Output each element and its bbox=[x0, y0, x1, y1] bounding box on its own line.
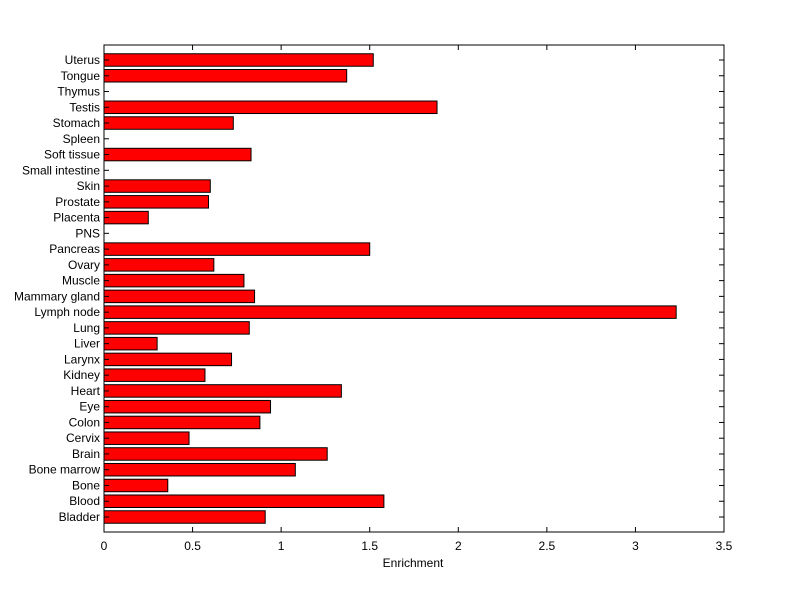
y-tick-label-bone: Bone bbox=[72, 478, 100, 492]
y-tick-label-eye: Eye bbox=[79, 400, 100, 414]
y-tick-label-pns: PNS bbox=[75, 226, 100, 240]
bar-mammary-gland bbox=[103, 289, 256, 304]
y-tick-label-larynx: Larynx bbox=[64, 352, 100, 366]
bar-stomach bbox=[103, 116, 234, 130]
y-tick-label-placenta: Placenta bbox=[53, 211, 100, 225]
y-tick-label-small-intestine: Small intestine bbox=[22, 163, 100, 177]
x-tick-label: 2.5 bbox=[539, 539, 556, 553]
y-tick-label-cervix: Cervix bbox=[66, 431, 100, 445]
y-tick-label-brain: Brain bbox=[72, 447, 100, 461]
x-tick-label: 3 bbox=[632, 539, 639, 553]
y-tick-label-ovary: Ovary bbox=[68, 258, 100, 272]
bar-liver bbox=[103, 336, 158, 351]
x-tick-label: 1.5 bbox=[361, 539, 378, 553]
y-tick-label-stomach: Stomach bbox=[53, 116, 100, 130]
y-tick-label-testis: Testis bbox=[69, 100, 100, 114]
bar-pancreas bbox=[103, 242, 371, 256]
bar-cervix bbox=[103, 431, 190, 445]
y-tick-label-liver: Liver bbox=[74, 337, 100, 351]
y-tick-label-heart: Heart bbox=[71, 384, 101, 398]
x-tick-label: 1 bbox=[278, 539, 285, 553]
y-tick-label-colon: Colon bbox=[69, 415, 100, 429]
x-tick-label: 0.5 bbox=[184, 539, 201, 553]
y-tick-label-soft-tissue: Soft tissue bbox=[44, 148, 100, 162]
bar-bladder bbox=[103, 510, 266, 524]
y-tick-label-skin: Skin bbox=[77, 179, 100, 193]
bar-bone-marrow bbox=[103, 462, 296, 477]
y-tick-label-muscle: Muscle bbox=[62, 274, 100, 288]
bar-skin bbox=[103, 179, 211, 193]
bar-uterus bbox=[103, 53, 374, 67]
bar-brain bbox=[103, 447, 328, 461]
bar-kidney bbox=[103, 368, 206, 382]
bar-colon bbox=[103, 415, 261, 430]
y-tick-label-spleen: Spleen bbox=[63, 132, 100, 146]
y-tick-label-thymus: Thymus bbox=[57, 85, 100, 99]
y-tick-label-mammary-gland: Mammary gland bbox=[14, 289, 100, 303]
bar-bone bbox=[103, 478, 169, 493]
x-ticks-group: 0 0.5 1 1.5 2 2.5 3 3.5 bbox=[101, 45, 733, 553]
bar-heart bbox=[103, 384, 342, 398]
y-tick-label-bladder: Bladder bbox=[59, 510, 100, 524]
bar-ovary bbox=[103, 258, 215, 272]
bar-soft-tissue bbox=[103, 147, 252, 162]
y-tick-label-lung: Lung bbox=[73, 321, 100, 335]
bar-muscle bbox=[103, 273, 245, 288]
bar-placenta bbox=[103, 210, 149, 225]
y-tick-label-bone-marrow: Bone marrow bbox=[29, 463, 101, 477]
x-tick-label: 2 bbox=[455, 539, 462, 553]
y-tick-label-prostate: Prostate bbox=[55, 195, 100, 209]
bar-tongue bbox=[103, 69, 348, 83]
bar-blood bbox=[103, 494, 385, 508]
plot-frame bbox=[103, 44, 725, 533]
bar-eye bbox=[103, 399, 272, 414]
bar-prostate bbox=[103, 195, 210, 209]
y-tick-label-lymph-node: Lymph node bbox=[34, 305, 100, 319]
bar-testis bbox=[103, 100, 438, 115]
bar-lung bbox=[103, 321, 250, 335]
bar-lymph-node bbox=[103, 305, 677, 319]
x-tick-label: 0 bbox=[101, 539, 108, 553]
bar-larynx bbox=[103, 352, 233, 367]
y-tick-label-kidney: Kidney bbox=[63, 368, 100, 382]
x-axis-title: Enrichment bbox=[383, 556, 444, 570]
y-tick-label-blood: Blood bbox=[69, 494, 100, 508]
y-tick-label-tongue: Tongue bbox=[61, 69, 101, 83]
y-tick-label-uterus: Uterus bbox=[65, 53, 100, 67]
y-tick-label-pancreas: Pancreas bbox=[49, 242, 100, 256]
x-tick-label: 3.5 bbox=[716, 539, 733, 553]
